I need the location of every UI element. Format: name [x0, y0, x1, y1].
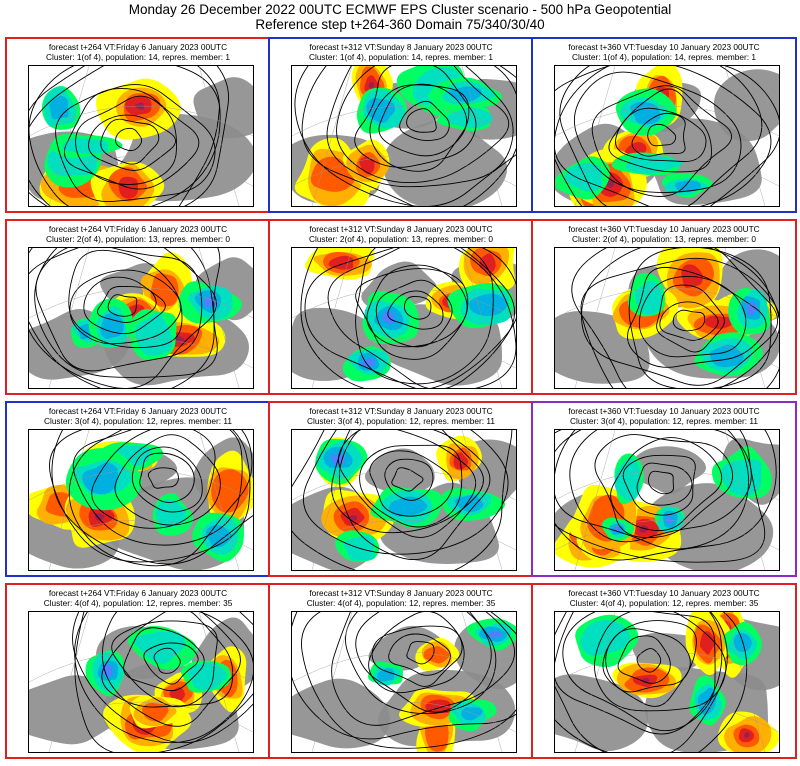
panel-forecast-label: forecast t+360 VT:Tuesday 10 January 202… — [568, 406, 760, 416]
geopotential-map — [554, 611, 780, 753]
map-canvas — [555, 248, 779, 388]
geopotential-map — [554, 247, 780, 389]
graticule — [29, 66, 253, 206]
panel-forecast-label: forecast t+264 VT:Friday 6 January 2023 … — [48, 224, 228, 234]
panel-cluster-label: Cluster: 2(of 4), population: 13, repres… — [45, 234, 230, 244]
graticule — [29, 248, 253, 388]
panel-cluster-label: Cluster: 1(of 4), population: 14, repres… — [308, 52, 493, 62]
cluster-panel: forecast t+264 VT:Friday 6 January 2023 … — [5, 37, 271, 213]
cluster-panel: forecast t+264 VT:Friday 6 January 2023 … — [5, 583, 271, 759]
contour-layer — [294, 66, 516, 206]
contour-layer — [555, 430, 777, 563]
geopotential-map — [28, 611, 254, 753]
cluster-panel-grid: forecast t+264 VT:Friday 6 January 2023 … — [5, 37, 797, 759]
panel-forecast-label: forecast t+360 VT:Tuesday 10 January 202… — [568, 42, 760, 52]
graticule — [292, 430, 516, 570]
graticule — [555, 66, 779, 206]
page-header: Monday 26 December 2022 00UTC ECMWF EPS … — [0, 2, 800, 32]
contour-layer — [29, 248, 221, 388]
geopotential-map — [291, 611, 517, 753]
anomaly-layer — [85, 625, 247, 752]
cluster-panel: forecast t+312 VT:Sunday 8 January 2023 … — [268, 401, 534, 577]
cluster-panel: forecast t+360 VT:Tuesday 10 January 202… — [531, 401, 797, 577]
page-title: Monday 26 December 2022 00UTC ECMWF EPS … — [128, 2, 672, 17]
geopotential-map — [291, 65, 517, 207]
panel-cluster-label: Cluster: 3(of 4), population: 12, repres… — [306, 416, 495, 426]
contour-layer — [72, 612, 253, 752]
map-canvas — [292, 248, 516, 388]
cluster-panel: forecast t+312 VT:Sunday 8 January 2023 … — [268, 37, 534, 213]
contour-layer — [555, 66, 779, 206]
contour-layer — [571, 248, 779, 388]
geopotential-map — [28, 429, 254, 571]
graticule — [29, 430, 253, 570]
map-canvas — [555, 66, 779, 206]
graticule — [555, 248, 779, 388]
contour-layer — [49, 430, 253, 567]
geopotential-map — [28, 247, 254, 389]
graticule — [292, 248, 516, 388]
panel-cluster-label: Cluster: 3(of 4), population: 12, repres… — [569, 416, 758, 426]
graticule — [292, 66, 516, 206]
anomaly-layer — [315, 435, 506, 563]
panel-forecast-label: forecast t+360 VT:Tuesday 10 January 202… — [568, 588, 760, 598]
geopotential-map — [28, 65, 254, 207]
panel-forecast-label: forecast t+312 VT:Sunday 8 January 2023 … — [309, 588, 493, 598]
panel-forecast-label: forecast t+264 VT:Friday 6 January 2023 … — [48, 406, 228, 416]
graticule — [292, 612, 516, 752]
graticule — [555, 612, 779, 752]
map-canvas — [292, 612, 516, 752]
panel-forecast-label: forecast t+360 VT:Tuesday 10 January 202… — [568, 224, 760, 234]
geopotential-map — [291, 429, 517, 571]
panel-cluster-label: Cluster: 3(of 4), population: 12, repres… — [43, 416, 232, 426]
map-canvas — [29, 612, 253, 752]
graticule — [29, 612, 253, 752]
cluster-panel: forecast t+264 VT:Friday 6 January 2023 … — [5, 219, 271, 395]
cluster-panel: forecast t+264 VT:Friday 6 January 2023 … — [5, 401, 271, 577]
panel-forecast-label: forecast t+264 VT:Friday 6 January 2023 … — [48, 42, 228, 52]
anomaly-layer — [39, 78, 181, 206]
map-canvas — [29, 248, 253, 388]
panel-cluster-label: Cluster: 1(of 4), population: 14, repres… — [571, 52, 756, 62]
map-canvas — [555, 612, 779, 752]
contour-layer — [292, 430, 513, 570]
anomaly-layer — [575, 612, 779, 752]
panel-forecast-label: forecast t+312 VT:Sunday 8 January 2023 … — [309, 42, 493, 52]
contour-layer — [29, 66, 229, 206]
panel-forecast-label: forecast t+312 VT:Sunday 8 January 2023 … — [309, 224, 493, 234]
panel-forecast-label: forecast t+312 VT:Sunday 8 January 2023 … — [309, 406, 493, 416]
geopotential-map — [291, 247, 517, 389]
panel-forecast-label: forecast t+264 VT:Friday 6 January 2023 … — [48, 588, 228, 598]
panel-cluster-label: Cluster: 2(of 4), population: 13, repres… — [308, 234, 493, 244]
panel-cluster-label: Cluster: 2(of 4), population: 13, repres… — [571, 234, 756, 244]
contour-layer — [300, 248, 516, 388]
map-canvas — [555, 430, 779, 570]
map-canvas — [292, 430, 516, 570]
cluster-panel: forecast t+360 VT:Tuesday 10 January 202… — [531, 583, 797, 759]
geopotential-map — [554, 429, 780, 571]
panel-cluster-label: Cluster: 4(of 4), population: 12, repres… — [43, 598, 233, 608]
anomaly-layer — [367, 618, 516, 752]
panel-cluster-label: Cluster: 4(of 4), population: 12, repres… — [306, 598, 496, 608]
panel-cluster-label: Cluster: 1(of 4), population: 14, repres… — [45, 52, 230, 62]
geopotential-map — [554, 65, 780, 207]
cluster-panel: forecast t+312 VT:Sunday 8 January 2023 … — [268, 583, 534, 759]
map-canvas — [29, 66, 253, 206]
map-canvas — [292, 66, 516, 206]
page-subtitle: Reference step t+264-360 Domain 75/340/3… — [255, 17, 545, 32]
contour-layer — [292, 612, 516, 749]
map-canvas — [29, 430, 253, 570]
cluster-panel: forecast t+312 VT:Sunday 8 January 2023 … — [268, 219, 534, 395]
graticule — [555, 430, 779, 570]
anomaly-layer — [29, 440, 253, 563]
cluster-panel: forecast t+360 VT:Tuesday 10 January 202… — [531, 219, 797, 395]
cluster-panel: forecast t+360 VT:Tuesday 10 January 202… — [531, 37, 797, 213]
panel-cluster-label: Cluster: 4(of 4), population: 12, repres… — [569, 598, 759, 608]
